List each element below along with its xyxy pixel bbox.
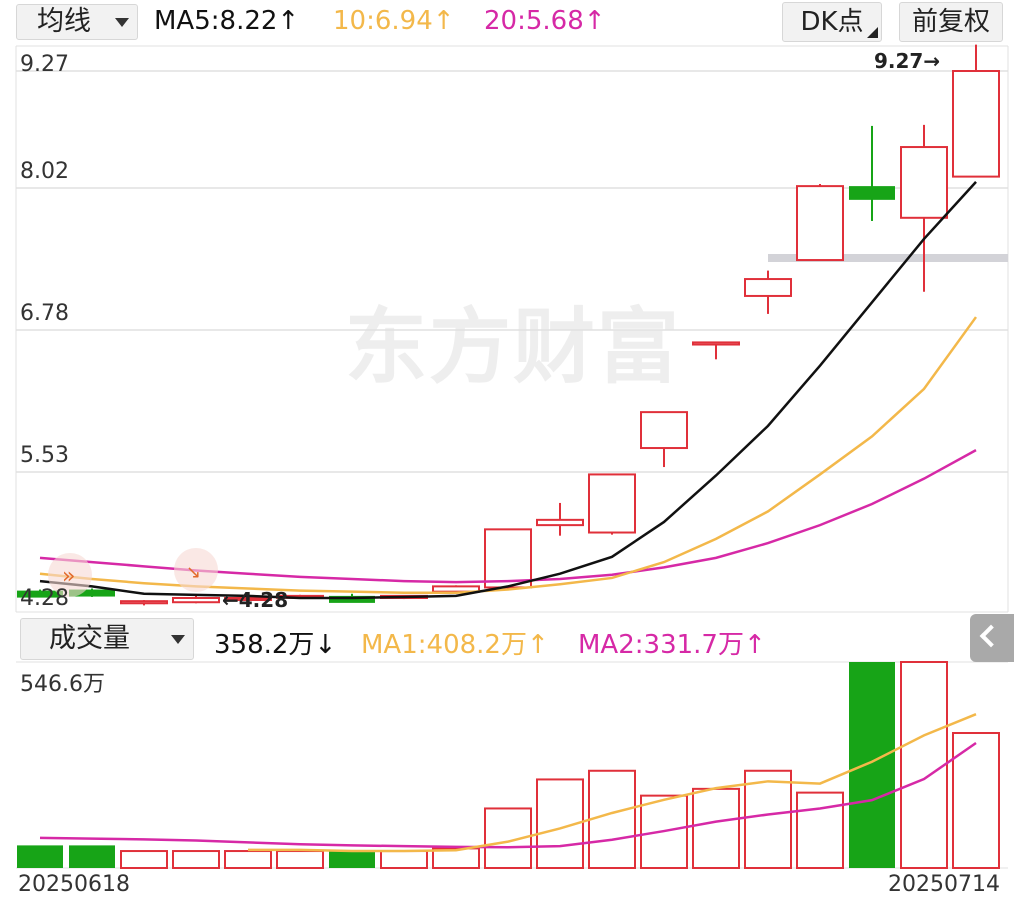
volume-indicator-select[interactable]: 成交量: [20, 618, 194, 660]
volume-bar: [900, 661, 948, 869]
candle-body: [69, 589, 115, 597]
chevron-down-icon: [171, 635, 185, 644]
candle-body: [796, 185, 844, 262]
watermark: 东方财富: [345, 300, 682, 395]
volume-bar: [849, 662, 895, 868]
support-band: [768, 254, 1008, 262]
corner-triangle-icon: [867, 27, 878, 38]
volume-bar: [432, 847, 480, 869]
volume-bar: [588, 769, 636, 869]
ma20-label: 20:5.68↑: [484, 6, 606, 36]
ma10-value: 10:6.94: [333, 6, 433, 36]
low-label: ←4.28: [222, 588, 288, 612]
arrow-down-icon: ↓: [314, 630, 337, 660]
price-tick-0: 9.27: [20, 52, 69, 77]
arrow-up-icon: ↑: [432, 6, 455, 36]
candle-body: [952, 70, 1000, 178]
candles-layer: [17, 44, 1000, 606]
volume-bar: [276, 850, 324, 869]
candle-body: [692, 341, 740, 346]
price-tick-2: 6.78: [20, 301, 69, 326]
ma20-value: 20:5.68: [484, 6, 584, 36]
volume-value-label: 358.2万↓: [214, 624, 336, 661]
arrow-up-icon: ↑: [526, 630, 549, 660]
volume-ma2-line: [39, 741, 977, 849]
volume-ma1-line: [248, 713, 977, 853]
collapse-panel-button[interactable]: [970, 614, 1014, 662]
indicator-bar: 均线 MA5:8.22↑ 10:6.94↑ 20:5.68↑ DK点 前复权: [0, 0, 1024, 46]
candle-body: [744, 278, 792, 297]
volume-bar: [796, 791, 844, 869]
volume-bar: [380, 850, 428, 869]
volume-bar: [329, 851, 375, 868]
volume-bar: [17, 845, 63, 868]
volume-ma1-label: MA1:408.2万↑: [361, 624, 549, 661]
volume-layer: [17, 661, 1000, 870]
dk-marker: [48, 553, 92, 597]
ma5-label: MA5:8.22↑: [154, 6, 299, 36]
forward-adjust-button[interactable]: 前复权: [899, 2, 1003, 42]
price-tick-1: 8.02: [20, 159, 69, 184]
chevron-down-icon: [115, 18, 129, 27]
volume-ma2-value: MA2:331.7万: [578, 630, 744, 660]
candle-body: [536, 518, 584, 527]
forward-adjust-label: 前复权: [911, 7, 990, 37]
dk-point-label: DK点: [800, 7, 864, 37]
price-tick-3: 5.53: [20, 443, 69, 468]
ma5-value: MA5:8.22: [154, 6, 278, 36]
volume-max-label: 546.6万: [20, 672, 105, 697]
candle-body: [17, 590, 63, 598]
chevron-left-icon: [979, 624, 1003, 648]
arrow-up-icon: ↑: [277, 6, 300, 36]
annotations-layer: 9.27→ ←4.28 » ↘: [48, 49, 940, 612]
volume-bar: [692, 787, 740, 869]
date-end: 20250714: [888, 872, 1000, 897]
dk-arrow-icon: ↘: [186, 562, 201, 583]
candle-body: [640, 411, 688, 450]
date-start: 20250618: [18, 872, 130, 897]
indicator-select[interactable]: 均线: [16, 4, 138, 40]
volume-ma-lines-layer: [39, 713, 977, 853]
candle-body: [900, 146, 948, 219]
volume-indicator-bar: 成交量 358.2万↓ MA1:408.2万↑ MA2:331.7万↑: [0, 616, 1024, 662]
candle-body: [172, 597, 220, 604]
candle-body: [588, 473, 636, 534]
dk-point-button[interactable]: DK点: [782, 2, 882, 42]
volume-select-label: 成交量: [49, 623, 130, 654]
candle-body: [224, 597, 272, 601]
arrow-up-icon: ↑: [583, 6, 606, 36]
high-label: 9.27→: [874, 49, 940, 73]
volume-bar: [744, 769, 792, 869]
arrow-up-icon: ↑: [743, 630, 766, 660]
volume-value: 358.2万: [214, 630, 315, 660]
dk-arrow-icon: »: [62, 564, 75, 589]
ma10-label: 10:6.94↑: [333, 6, 455, 36]
volume-bar: [172, 850, 220, 869]
volume-bar: [952, 732, 1000, 869]
volume-ma1-value: MA1:408.2万: [361, 630, 527, 660]
indicator-select-label: 均线: [37, 6, 91, 37]
volume-bar: [120, 850, 168, 869]
candle-body: [849, 186, 895, 200]
ma5-line: [39, 181, 977, 600]
volume-ma2-label: MA2:331.7万↑: [578, 624, 766, 661]
volume-bar: [69, 845, 115, 868]
dk-marker: [174, 548, 218, 592]
candle-body: [120, 600, 168, 605]
price-tick-4: 4.28: [20, 586, 69, 611]
candle-body: [329, 595, 375, 603]
volume-bar: [224, 850, 272, 869]
candle-body: [484, 528, 532, 589]
